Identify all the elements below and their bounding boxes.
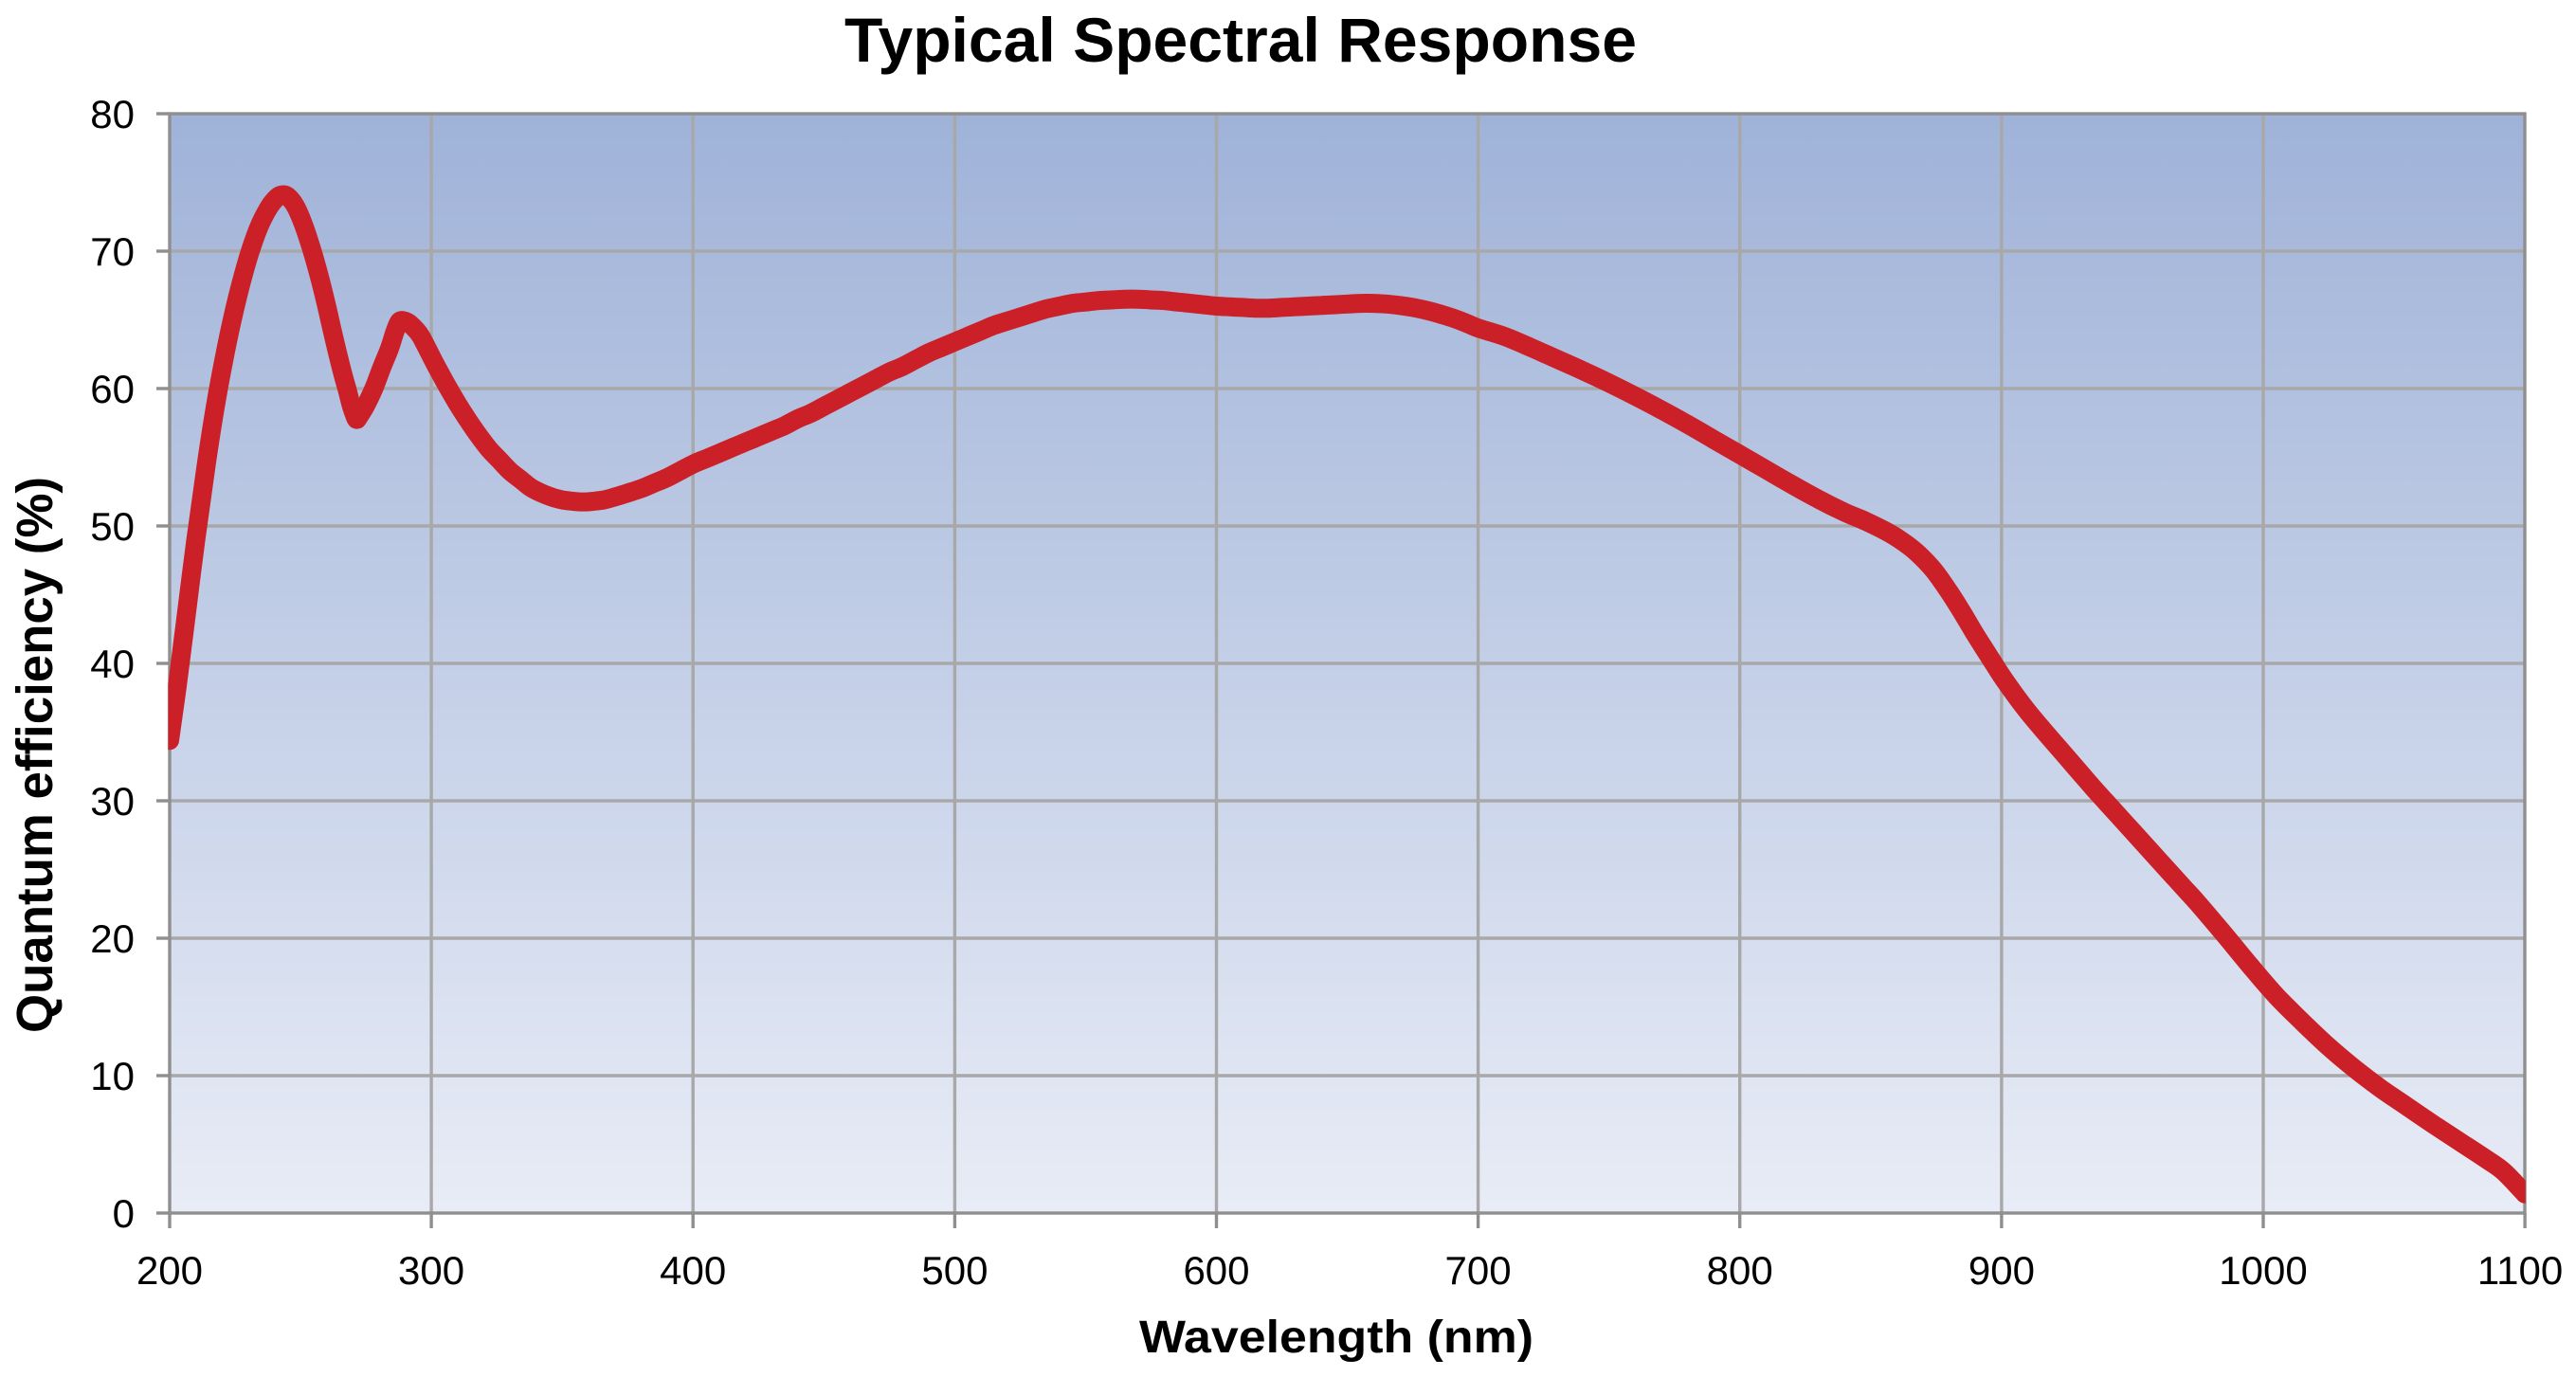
svg-text:300: 300 bbox=[398, 1248, 464, 1293]
svg-text:80: 80 bbox=[90, 92, 135, 136]
svg-text:600: 600 bbox=[1183, 1248, 1249, 1293]
svg-text:10: 10 bbox=[90, 1054, 135, 1098]
svg-text:20: 20 bbox=[90, 916, 135, 961]
svg-text:1100: 1100 bbox=[2477, 1248, 2563, 1293]
svg-text:Wavelength (nm): Wavelength (nm) bbox=[1139, 1313, 1533, 1363]
svg-text:40: 40 bbox=[90, 642, 135, 686]
svg-text:50: 50 bbox=[90, 504, 135, 549]
svg-text:900: 900 bbox=[1968, 1248, 2035, 1293]
svg-text:400: 400 bbox=[660, 1248, 726, 1293]
svg-text:1000: 1000 bbox=[2219, 1248, 2307, 1293]
svg-text:500: 500 bbox=[921, 1248, 988, 1293]
svg-text:800: 800 bbox=[1707, 1248, 1773, 1293]
svg-text:70: 70 bbox=[90, 229, 135, 274]
svg-text:60: 60 bbox=[90, 367, 135, 411]
svg-text:30: 30 bbox=[90, 779, 135, 824]
svg-text:Quantum efficiency (%): Quantum efficiency (%) bbox=[7, 477, 63, 1033]
svg-text:200: 200 bbox=[136, 1248, 203, 1293]
svg-text:Typical Spectral Response: Typical Spectral Response bbox=[844, 5, 1637, 75]
svg-text:700: 700 bbox=[1445, 1248, 1512, 1293]
svg-text:0: 0 bbox=[113, 1191, 135, 1236]
